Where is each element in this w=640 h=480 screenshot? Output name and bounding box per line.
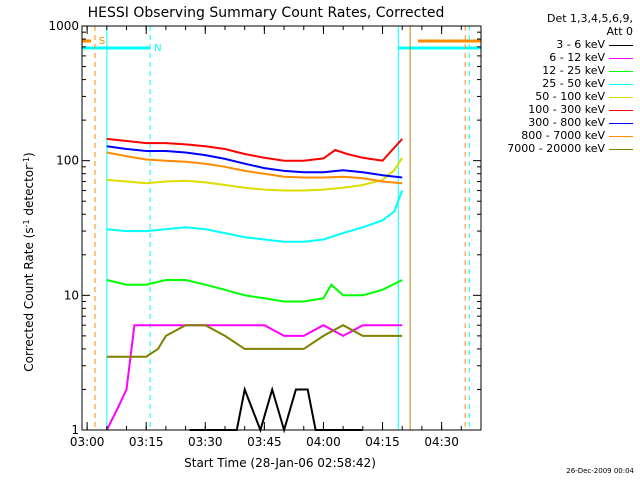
y-axis-label-group: Corrected Count Rate (s-1 detector-1) [22, 152, 37, 371]
series-line-7 [106, 151, 403, 185]
legend-item-7: 800 - 7000 keV [507, 129, 633, 142]
y-axis-label-sup2: -1 [22, 157, 31, 165]
series-line-0 [189, 385, 363, 434]
legend-swatch-5 [609, 109, 633, 111]
legend-item-6: 300 - 800 keV [507, 116, 633, 129]
legend-swatch-2 [609, 70, 633, 72]
legend-item-3: 25 - 50 keV [507, 77, 633, 90]
plot-frame [81, 25, 482, 431]
plot-content: SN [82, 26, 481, 434]
timestamp: 26-Dec-2009 00:04 [566, 467, 634, 475]
x-tick-label-1: 03:15 [129, 435, 164, 449]
y-axis-label-sup1: -1 [22, 219, 31, 227]
y-axis-label-main: Corrected Count Rate (s [22, 227, 36, 371]
series-line-4 [106, 157, 404, 192]
legend-label-1: 6 - 12 keV [549, 51, 605, 64]
x-tick-label-4: 04:00 [306, 435, 341, 449]
legend-swatch-0 [609, 44, 633, 46]
y-tick-label-0: 1 [71, 423, 79, 437]
legend-item-4: 50 - 100 keV [507, 90, 633, 103]
flag-n-label: N [154, 43, 161, 54]
x-axis-label: Start Time (28-Jan-06 02:58:42) [184, 456, 376, 470]
y-tick-label-3: 1000 [48, 19, 79, 33]
legend-header-line1: Det 1,3,4,5,6,9, [546, 12, 633, 25]
x-tick-label-6: 04:30 [424, 435, 459, 449]
series-line-6 [106, 145, 403, 179]
legend: Det 1,3,4,5,6,9, Att 0 3 - 6 keV 6 - 12 k… [507, 12, 633, 155]
x-tick-label-5: 04:15 [365, 435, 400, 449]
legend-swatch-7 [609, 135, 633, 137]
y-axis-label-mid: detector [22, 165, 36, 220]
series-line-2 [106, 279, 403, 303]
axis-ticks: 1 10 100 1000 03:00 03:15 03:30 03:45 04:00 04:15… [48, 19, 481, 449]
legend-swatch-3 [609, 83, 633, 85]
legend-label-6: 300 - 800 keV [528, 116, 605, 129]
legend-item-5: 100 - 300 keV [507, 103, 633, 116]
series-line-8 [106, 324, 403, 358]
flag-s-label: S [99, 36, 105, 47]
legend-item-8: 7000 - 20000 keV [507, 142, 633, 155]
legend-swatch-4 [609, 96, 633, 98]
y-axis-label-end: ) [22, 152, 36, 157]
legend-label-3: 25 - 50 keV [542, 77, 605, 90]
x-tick-label-2: 03:30 [188, 435, 223, 449]
legend-label-2: 12 - 25 keV [542, 64, 605, 77]
legend-label-4: 50 - 100 keV [535, 90, 605, 103]
series-line-5 [106, 137, 403, 162]
x-tick-label-0: 03:00 [70, 435, 105, 449]
legend-swatch-6 [609, 122, 633, 124]
legend-swatch-8 [609, 148, 633, 150]
y-axis-label: Corrected Count Rate (s-1 detector-1) [22, 152, 37, 371]
series-line-1 [105, 324, 403, 431]
legend-label-0: 3 - 6 keV [556, 38, 605, 51]
legend-label-7: 800 - 7000 keV [521, 129, 605, 142]
legend-swatch-1 [609, 57, 633, 59]
y-tick-label-1: 10 [64, 288, 79, 302]
legend-rows: 3 - 6 keV 6 - 12 keV 12 - 25 keV 25 - 50 ke… [507, 38, 633, 155]
chart-title: HESSI Observing Summary Count Rates, Cor… [88, 5, 445, 21]
y-tick-label-2: 100 [56, 154, 79, 168]
legend-item-1: 6 - 12 keV [507, 51, 633, 64]
legend-header-line2: Att 0 [606, 25, 633, 38]
legend-label-8: 7000 - 20000 keV [507, 142, 605, 155]
x-tick-label-3: 03:45 [247, 435, 282, 449]
legend-item-2: 12 - 25 keV [507, 64, 633, 77]
legend-label-5: 100 - 300 keV [528, 103, 605, 116]
legend-item-0: 3 - 6 keV [507, 38, 633, 51]
series-line-3 [106, 190, 404, 243]
